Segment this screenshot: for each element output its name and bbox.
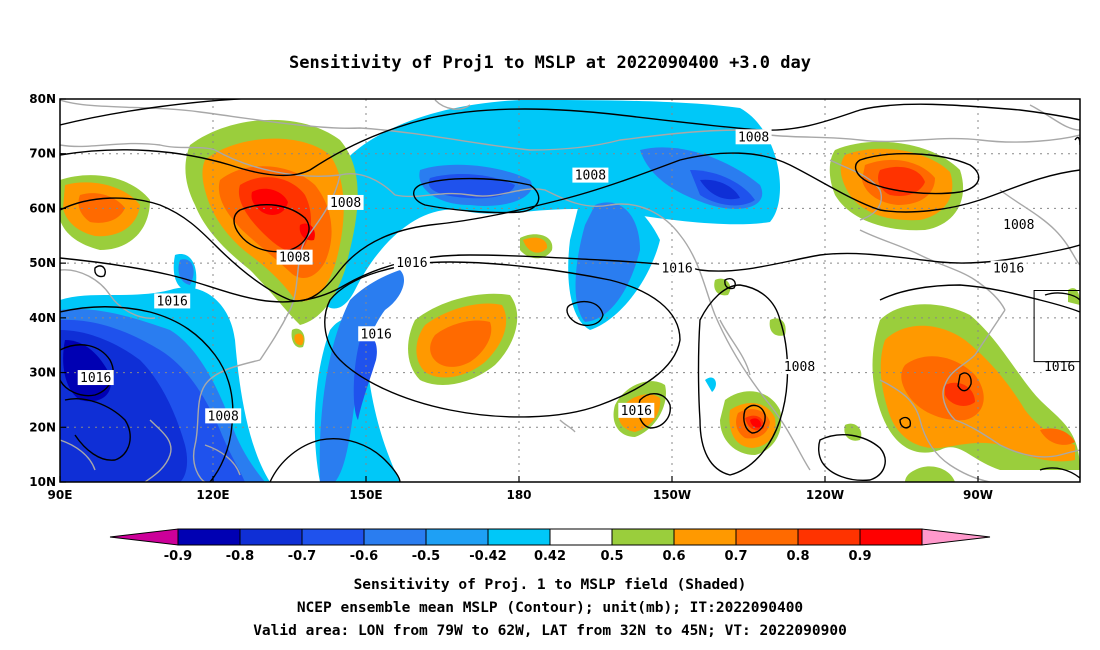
colorbar-segment — [797, 528, 861, 546]
contour-label: 1008 — [784, 360, 815, 375]
contour-label: 1016 — [361, 327, 392, 342]
contour-label-bg — [618, 402, 655, 418]
lon-tick-label: 120W — [806, 488, 844, 502]
contour-label: 1008 — [738, 130, 769, 145]
lat-tick-label: 60N — [29, 201, 56, 215]
lon-tick-label: 120E — [196, 488, 229, 502]
contour-label: 1008 — [279, 251, 310, 266]
colorbar-high-triangle — [921, 528, 991, 546]
contour-label-bg — [205, 408, 242, 424]
lon-tick-label: 150E — [349, 488, 382, 502]
colorbar-label: -0.8 — [226, 549, 254, 564]
contour-label-bg — [781, 359, 818, 375]
lat-tick-label: 70N — [29, 147, 56, 161]
colorbar-label: -0.42 — [469, 549, 506, 564]
caption-line-1: Sensitivity of Proj. 1 to MSLP field (Sh… — [354, 577, 747, 593]
colorbar-label: 0.5 — [600, 549, 623, 564]
colorbar: -0.9 -0.8 -0.7 -0.6 -0.5 -0.42 0.42 0.5 0.6 0.7 0.… — [109, 528, 991, 564]
contour-label-bg — [1041, 359, 1078, 375]
colorbar-segment — [673, 528, 737, 546]
colorbar-label: -0.6 — [350, 549, 378, 564]
colorbar-label: 0.8 — [786, 549, 809, 564]
contour-label-bg — [990, 260, 1027, 276]
lat-tick-label: 50N — [29, 256, 56, 270]
contour-label-bg — [77, 370, 114, 386]
map-frame — [59, 98, 1081, 483]
colorbar-label: -0.5 — [412, 549, 440, 564]
contour-label: 1016 — [661, 262, 692, 277]
mslp-contours — [60, 99, 1080, 482]
colorbar-segment — [363, 528, 427, 546]
lon-tick-label: 150W — [653, 488, 691, 502]
contour-label-bg — [327, 194, 364, 210]
contour-labels: 1008 1008 1008 1008 1008 1008 1008 1016 1016 1016… — [77, 129, 1078, 424]
contour-label: 1016 — [157, 294, 188, 309]
contour-label-bg — [1000, 216, 1037, 232]
contour-label: 1008 — [575, 169, 606, 184]
colorbar-segment — [487, 528, 551, 546]
contour-label: 1016 — [993, 262, 1024, 277]
colorbar-label: -0.9 — [164, 549, 192, 564]
contour-label: 1008 — [330, 196, 361, 211]
colorbar-label: -0.7 — [288, 549, 316, 564]
colorbar-segment — [177, 528, 241, 546]
contour-label: 1016 — [396, 256, 427, 271]
contour-label-bg — [358, 326, 395, 342]
contour-label-bg — [572, 167, 609, 183]
colorbar-segment — [301, 528, 365, 546]
caption-line-3: Valid area: LON from 79W to 62W, LAT fro… — [253, 623, 847, 639]
contour-label: 1016 — [621, 404, 652, 419]
colorbar-segment — [425, 528, 489, 546]
lon-tick-label: 180 — [506, 488, 531, 502]
contour-label: 1008 — [208, 409, 239, 424]
colorbar-segment — [859, 528, 923, 546]
colorbar-label: 0.9 — [848, 549, 871, 564]
contour-label-bg — [276, 249, 313, 265]
colorbar-label: 0.7 — [724, 549, 747, 564]
map-panel: 1008 1008 1008 1008 1008 1008 1008 1016 1016 1016… — [29, 92, 1081, 502]
colorbar-segment — [239, 528, 303, 546]
lat-tick-label: 80N — [29, 92, 56, 106]
figure-title: Sensitivity of Proj1 to MSLP at 20220904… — [289, 53, 811, 73]
colorbar-segment — [611, 528, 675, 546]
contour-label-bg — [393, 255, 430, 271]
lon-tick-label: 90E — [48, 488, 73, 502]
lat-tick-label: 20N — [29, 420, 56, 434]
contour-label-bg — [735, 129, 772, 145]
valid-area-box — [1033, 290, 1080, 363]
colorbar-segment — [735, 528, 799, 546]
lat-tick-label: 40N — [29, 311, 56, 325]
lat-tick-label: 30N — [29, 366, 56, 380]
contour-label: 1008 — [1003, 218, 1034, 233]
lon-tick-label: 90W — [963, 488, 993, 502]
colorbar-low-triangle — [109, 528, 179, 546]
contour-label: 1016 — [80, 371, 111, 386]
contour-label-bg — [154, 293, 191, 309]
contour-label-bg — [659, 260, 696, 276]
coastlines — [60, 99, 1080, 482]
lat-tick-label: 10N — [29, 475, 56, 489]
colorbar-segment — [549, 528, 613, 546]
contour-label: 1016 — [1044, 360, 1075, 375]
caption-line-2: NCEP ensemble mean MSLP (Contour); unit(… — [297, 600, 803, 616]
colorbar-label: 0.6 — [662, 549, 685, 564]
colorbar-label: 0.42 — [534, 549, 566, 564]
